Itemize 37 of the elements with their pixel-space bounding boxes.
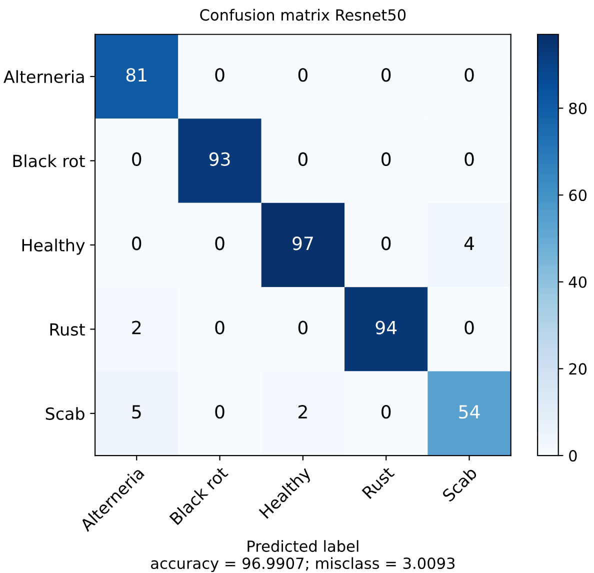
y-tick-label: Black rot xyxy=(13,154,85,168)
x-axis-title: Predicted label accuracy = 96.9907; misclass = 3.0093 xyxy=(151,540,455,572)
data-label: 0 xyxy=(382,68,391,82)
y-tick-label: Alterneria xyxy=(4,70,84,84)
y-tick-label: Healthy xyxy=(22,238,85,255)
data-label: 0 xyxy=(382,152,391,166)
data-label: 0 xyxy=(382,405,391,419)
data-label: 0 xyxy=(132,236,142,250)
data-label: 0 xyxy=(132,152,142,166)
data-label: 0 xyxy=(382,236,391,250)
color-bar-label: 20 xyxy=(569,363,587,375)
data-label: 0 xyxy=(215,68,224,82)
data-label: 0 xyxy=(464,320,474,334)
data-label: 0 xyxy=(464,68,474,82)
data-label: 0 xyxy=(298,320,308,334)
data-label: 0 xyxy=(215,405,224,419)
data-label: 0 xyxy=(215,320,224,334)
y-tick-label: Rust xyxy=(50,323,85,336)
data-label: 2 xyxy=(298,405,307,418)
data-label: 2 xyxy=(132,320,141,334)
data-label: 0 xyxy=(464,152,474,166)
data-label: 94 xyxy=(376,320,397,334)
data-label: 54 xyxy=(459,405,480,419)
color-bar-label: 60 xyxy=(569,189,587,202)
color-bar-label: 80 xyxy=(569,102,587,114)
y-tick-label: Scab xyxy=(46,407,84,420)
data-label: 93 xyxy=(209,152,230,166)
data-label: 0 xyxy=(298,68,308,82)
color-bar-label: 0 xyxy=(569,450,577,462)
chart-title: Confusion matrix Resnet50 xyxy=(200,8,406,21)
data-label: 0 xyxy=(298,152,308,166)
data-label: 81 xyxy=(126,68,146,82)
data-label: 4 xyxy=(464,236,474,250)
data-label: 0 xyxy=(215,236,224,250)
color-bar-label: 40 xyxy=(568,276,587,288)
data-label: 97 xyxy=(292,236,313,250)
data-label: 5 xyxy=(132,405,141,419)
